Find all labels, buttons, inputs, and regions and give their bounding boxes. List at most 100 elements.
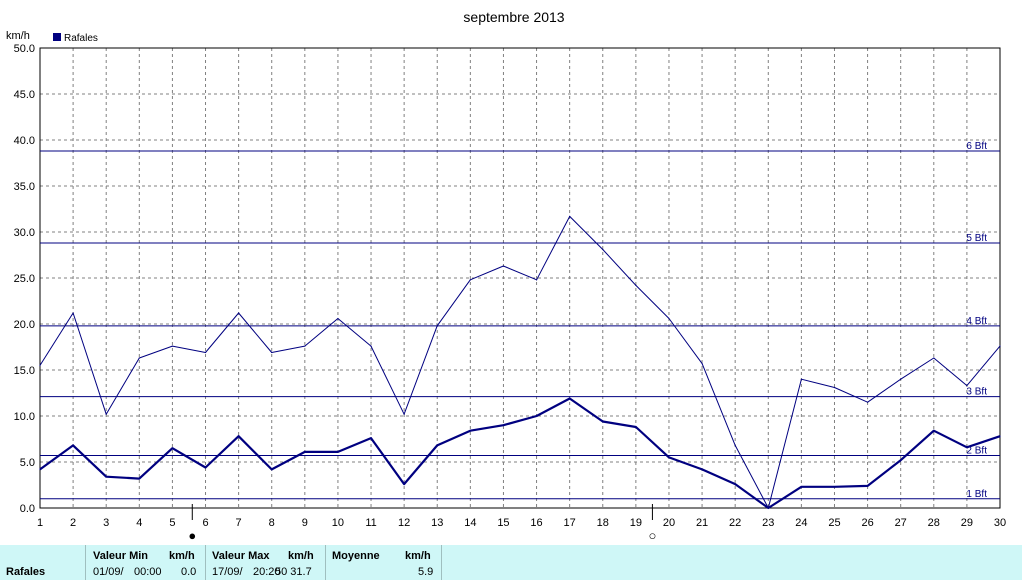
min-unit: km/h xyxy=(169,550,195,562)
data-point xyxy=(138,357,140,359)
data-point xyxy=(966,385,968,387)
data-point xyxy=(370,437,372,439)
x-tick-label: 9 xyxy=(302,517,308,529)
data-point xyxy=(833,386,836,389)
data-point xyxy=(502,424,505,426)
data-point xyxy=(436,444,438,447)
data-point xyxy=(436,325,438,327)
data-point xyxy=(767,507,769,509)
data-point xyxy=(933,357,935,359)
x-tick-label: 18 xyxy=(597,517,609,529)
x-tick-label: 17 xyxy=(564,517,576,529)
plot-frame xyxy=(39,47,1001,509)
y-tick-label: 30.0 xyxy=(14,227,35,239)
data-point xyxy=(502,265,505,267)
data-point xyxy=(138,477,140,480)
min-header: Valeur Min xyxy=(93,550,149,562)
x-tick-label: 12 xyxy=(398,517,410,529)
data-point xyxy=(238,435,240,437)
data-point xyxy=(403,483,405,485)
x-tick-label: 15 xyxy=(497,517,509,529)
x-tick-label: 10 xyxy=(332,517,344,529)
data-point xyxy=(800,486,802,488)
data-point xyxy=(271,351,273,354)
beaufort-label: 2 Bft xyxy=(966,446,987,457)
y-tick-label: 35.0 xyxy=(14,181,35,193)
data-point xyxy=(105,476,107,478)
data-point xyxy=(337,451,339,453)
x-tick-label: 22 xyxy=(729,517,741,529)
x-tick-label: 3 xyxy=(103,517,109,529)
max-header: Valeur Max xyxy=(212,550,270,562)
data-point xyxy=(204,351,207,354)
data-point xyxy=(271,468,273,470)
data-point xyxy=(602,248,604,251)
data-point xyxy=(569,397,571,400)
data-point xyxy=(999,435,1001,437)
beaufort-label: 6 Bft xyxy=(966,141,987,152)
summary-footer: Rafales Valeur Min km/h 01/09/ 00:00 0.0… xyxy=(0,545,1024,580)
data-point xyxy=(635,426,637,428)
wind-gust-chart: septembre 2013 km/h Rafales 0.05.010.015… xyxy=(6,9,1007,543)
data-point xyxy=(72,444,74,447)
data-point xyxy=(734,444,736,447)
data-point xyxy=(304,345,306,347)
data-point xyxy=(469,430,471,432)
beaufort-label: 3 Bft xyxy=(966,387,987,398)
avg-unit: km/h xyxy=(405,550,431,562)
plot-area: 0.0 5.0 10.0 15.0 20.0 25.0 30.0 35.0 40.0 45.0 50… xyxy=(14,43,1007,543)
y-tick-label: 45.0 xyxy=(14,89,35,101)
x-tick-label: 21 xyxy=(696,517,708,529)
data-point xyxy=(866,401,869,403)
data-point xyxy=(238,312,240,314)
y-tick-label: 20.0 xyxy=(14,319,35,331)
data-point xyxy=(999,345,1001,347)
max-time: 20:20 xyxy=(253,566,281,578)
x-tick-label: 16 xyxy=(530,517,542,529)
moon-phase-icon: ● xyxy=(188,528,196,543)
series-line-rafales xyxy=(39,397,1001,510)
x-tick-label: 24 xyxy=(795,517,807,529)
y-tick-label: 15.0 xyxy=(14,365,35,377)
x-tick-label: 20 xyxy=(663,517,675,529)
data-point xyxy=(900,459,902,461)
x-tick-label: 4 xyxy=(136,517,142,529)
x-tick-label: 11 xyxy=(365,517,376,529)
y-tick-label: 5.0 xyxy=(20,457,35,469)
y-tick-label: 25.0 xyxy=(14,273,35,285)
y-tick-label: 50.0 xyxy=(14,43,35,55)
avg-header: Moyenne xyxy=(332,550,380,562)
data-point xyxy=(304,451,306,453)
data-point xyxy=(701,468,703,470)
x-tick-label: 5 xyxy=(169,517,175,529)
data-point xyxy=(966,446,968,448)
y-tick-label: 0.0 xyxy=(20,503,35,515)
x-tick-label: 28 xyxy=(928,517,940,529)
beaufort-label: 5 Bft xyxy=(966,233,987,244)
min-time: 00:00 xyxy=(134,566,162,578)
x-tick-label: 19 xyxy=(630,517,642,529)
data-point xyxy=(370,345,372,347)
legend-label: Rafales xyxy=(64,33,98,44)
avg-value: 5.9 xyxy=(418,566,434,578)
data-point xyxy=(668,317,670,320)
x-tick-label: 29 xyxy=(961,517,973,529)
data-point xyxy=(602,420,604,423)
x-tick-label: 14 xyxy=(464,517,476,529)
data-point xyxy=(39,468,41,470)
data-point xyxy=(337,317,339,320)
chart-title: septembre 2013 xyxy=(463,9,564,25)
moon-phase-icon: ○ xyxy=(648,528,656,543)
data-point xyxy=(833,486,836,488)
x-tick-label: 8 xyxy=(269,517,275,529)
x-tick-label: 26 xyxy=(861,517,873,529)
data-point xyxy=(701,362,703,365)
series-line-thin xyxy=(39,215,1001,509)
data-point xyxy=(900,378,902,380)
min-value: 0.0 xyxy=(181,566,197,578)
min-date: 01/09/ xyxy=(93,566,124,578)
summary-band xyxy=(0,545,1022,580)
data-point xyxy=(469,279,471,281)
max-date: 17/09/ xyxy=(212,566,243,578)
data-point xyxy=(535,279,538,281)
